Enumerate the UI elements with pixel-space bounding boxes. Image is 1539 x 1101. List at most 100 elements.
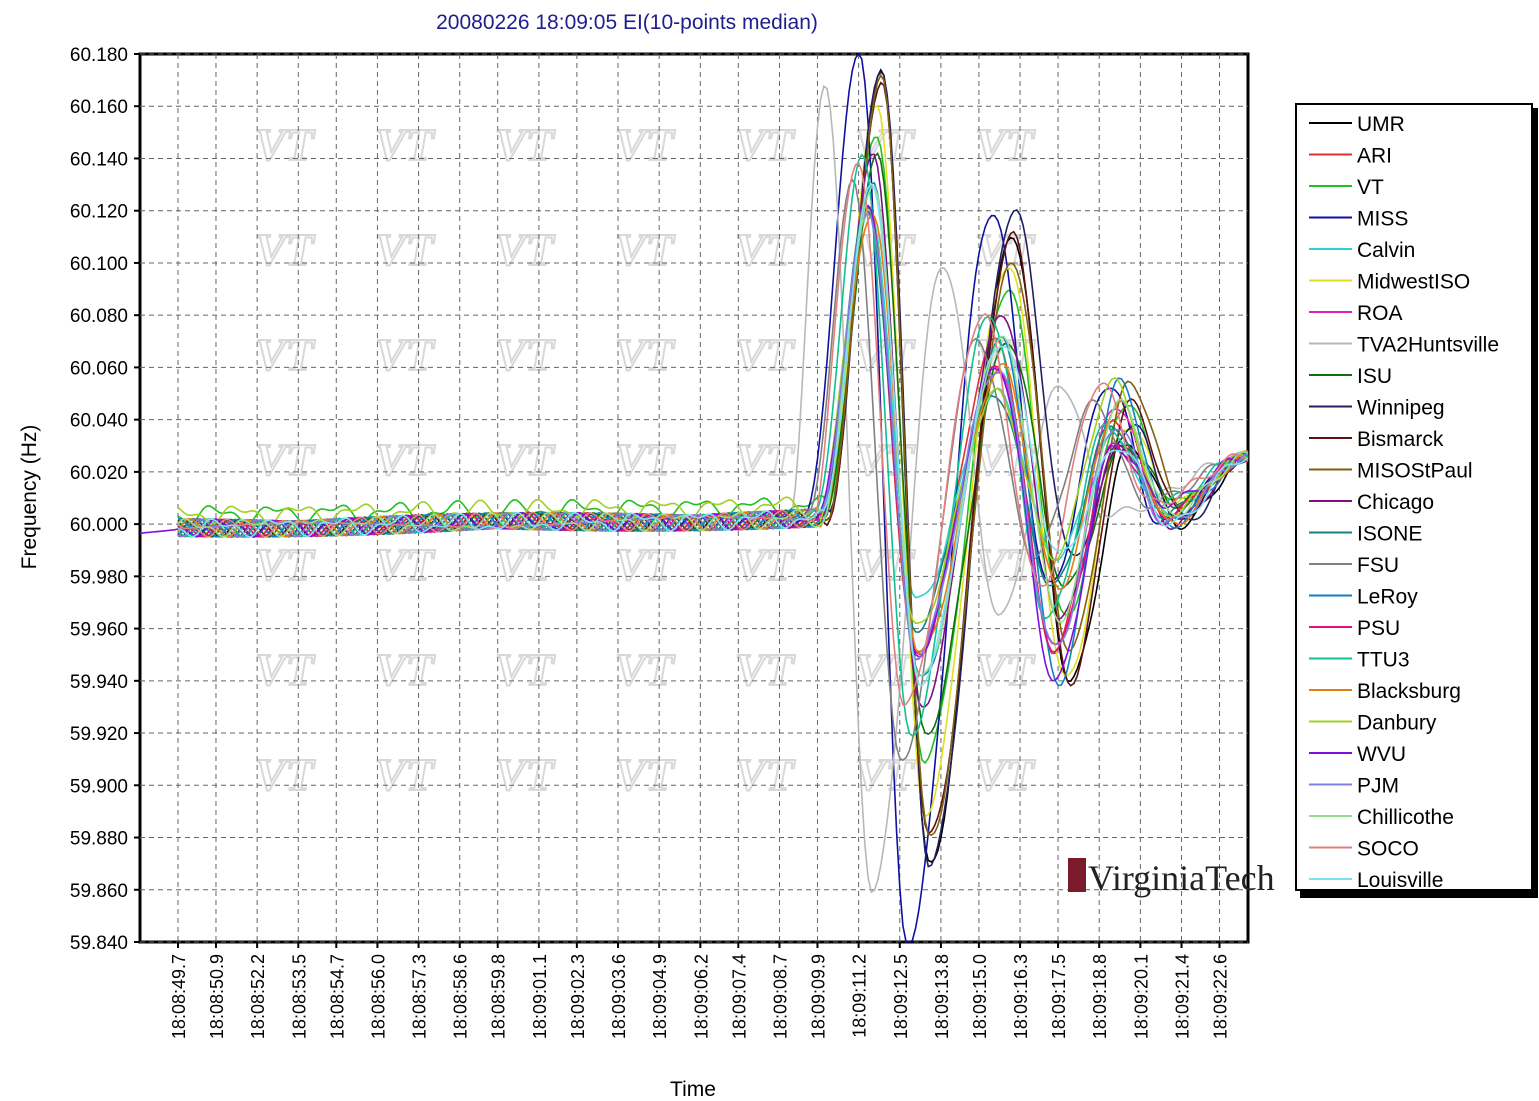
y-tick-label: 59.840	[70, 933, 128, 954]
series-line-umr	[177, 68, 1249, 863]
series-line-louisville	[177, 182, 1249, 687]
watermark-mark: VT	[495, 749, 556, 800]
series-line-blacksburg	[177, 214, 1249, 655]
watermark-mark: VT	[375, 434, 436, 485]
watermark-mark: VT	[255, 224, 316, 275]
y-tick-label: 60.160	[70, 97, 128, 118]
x-tick-label: 18:08:59.8	[489, 954, 509, 1039]
watermark-mark: VT	[375, 749, 436, 800]
watermark-mark: VT	[495, 224, 556, 275]
y-tick-label: 59.900	[70, 776, 128, 797]
series-line-ari	[177, 204, 1249, 655]
legend-box	[1295, 103, 1533, 891]
series-line-isu	[177, 152, 1249, 735]
series-line-isone	[177, 207, 1249, 634]
watermark-mark: VT	[735, 329, 796, 380]
x-tick-label: 18:09:12.5	[891, 954, 911, 1039]
x-tick-label: 18:09:07.4	[729, 954, 749, 1039]
legend-label: MISS	[1357, 208, 1408, 231]
legend: UMR ARI VT MISS Calvin MidwestISO ROA TVA2Hunts…	[1295, 103, 1538, 898]
x-tick-label: 18:08:56.0	[368, 954, 388, 1039]
x-tick-label: 18:09:16.3	[1011, 954, 1031, 1039]
legend-label: FSU	[1357, 554, 1399, 577]
legend-label: VT	[1357, 176, 1384, 199]
watermark-mark: VT	[615, 434, 676, 485]
watermark-mark: VT	[615, 644, 676, 695]
watermark-mark: VT	[735, 434, 796, 485]
legend-label: WVU	[1357, 743, 1406, 766]
watermark-mark: VT	[375, 644, 436, 695]
legend-label: PSU	[1357, 617, 1400, 640]
watermark-mark: VT	[375, 539, 436, 590]
watermark-mark: VT	[255, 119, 316, 170]
x-tick-label: 18:08:49.7	[169, 954, 189, 1039]
legend-label: ISONE	[1357, 523, 1422, 546]
legend-label: ROA	[1357, 302, 1403, 325]
legend-label: ISU	[1357, 365, 1392, 388]
y-tick-label: 60.140	[70, 149, 128, 170]
series-line-psu	[177, 204, 1248, 655]
y-tick-label: 60.180	[70, 45, 128, 66]
legend-label: Louisville	[1357, 869, 1443, 892]
legend-label: Calvin	[1357, 239, 1415, 262]
legend-label: Bismarck	[1357, 428, 1444, 451]
watermark-mark: VT	[855, 644, 916, 695]
watermark-mark: VT	[615, 749, 676, 800]
x-tick-label: 18:09:08.7	[770, 954, 790, 1039]
y-tick-label: 59.940	[70, 672, 128, 693]
legend-label: UMR	[1357, 113, 1405, 136]
x-tick-label: 18:08:54.7	[327, 954, 347, 1039]
y-axis-label: Frequency (Hz)	[18, 425, 41, 570]
legend-label: Blacksburg	[1357, 680, 1461, 703]
legend-label: TTU3	[1357, 649, 1410, 672]
watermark-mark: VT	[255, 434, 316, 485]
legend-label: MidwestISO	[1357, 271, 1470, 294]
watermark-mark: VT	[615, 329, 676, 380]
watermark-mark: VT	[495, 539, 556, 590]
x-axis: 18:08:49.7 18:08:50.9 18:08:52.2 18:08:53.5…	[169, 942, 1231, 1039]
virginia-tech-logo: VirginiaTech	[1068, 858, 1275, 898]
watermark-mark: VT	[975, 119, 1036, 170]
x-tick-label: 18:09:22.6	[1211, 954, 1231, 1039]
grid	[140, 53, 1248, 943]
watermark-mark: VT	[255, 749, 316, 800]
legend-label: SOCO	[1357, 838, 1419, 861]
x-tick-label: 18:09:13.8	[932, 954, 952, 1039]
x-tick-label: 18:09:02.3	[568, 954, 588, 1039]
y-tick-label: 60.060	[70, 358, 128, 379]
x-tick-label: 18:09:04.9	[650, 954, 670, 1039]
x-axis-label: Time	[670, 1078, 716, 1101]
y-tick-label: 59.860	[70, 881, 128, 902]
y-tick-label: 60.080	[70, 306, 128, 327]
logo-mark-icon	[1068, 858, 1086, 892]
watermark-mark: VT	[735, 224, 796, 275]
y-tick-label: 60.120	[70, 202, 128, 223]
legend-label: ARI	[1357, 145, 1392, 168]
series-layer	[139, 52, 1249, 943]
watermark-mark: VT	[495, 644, 556, 695]
y-tick-label: 59.880	[70, 829, 128, 850]
x-tick-label: 18:08:58.6	[451, 954, 471, 1039]
x-tick-label: 18:08:57.3	[410, 954, 430, 1039]
legend-label: LeRoy	[1357, 586, 1418, 609]
series-line-ttu3	[177, 153, 1249, 737]
y-tick-label: 60.100	[70, 254, 128, 275]
watermark-mark: VT	[735, 749, 796, 800]
watermark-mark: VT	[255, 539, 316, 590]
legend-label: TVA2Huntsville	[1357, 334, 1499, 357]
watermark-mark: VT	[495, 119, 556, 170]
series-line-wvu	[139, 204, 1249, 682]
watermark-mark: VT	[735, 644, 796, 695]
watermark-mark: VT	[975, 749, 1036, 800]
y-tick-label: 59.960	[70, 620, 128, 641]
series-line-winnipeg	[177, 70, 1249, 868]
watermark-mark: VT	[255, 329, 316, 380]
legend-label: Chicago	[1357, 491, 1434, 514]
logo-text: VirginiaTech	[1088, 858, 1275, 898]
watermark-mark: VT	[615, 119, 676, 170]
x-tick-label: 18:08:50.9	[207, 954, 227, 1039]
x-tick-label: 18:08:52.2	[248, 954, 268, 1039]
x-tick-label: 18:09:11.2	[850, 954, 870, 1038]
y-tick-label: 60.000	[70, 515, 128, 536]
